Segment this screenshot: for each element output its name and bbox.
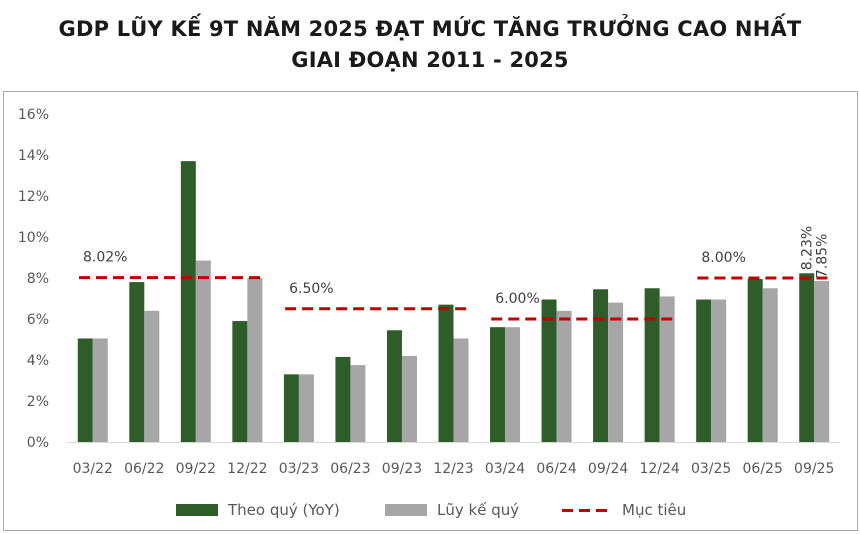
chart-frame: [3, 91, 858, 531]
bar-quarterly: [644, 288, 660, 442]
bar-cumulative: [144, 310, 160, 442]
chart-title-line-2: GIAI ĐOẠN 2011 - 2025: [291, 48, 569, 72]
y-tick-label: 8%: [27, 271, 49, 287]
y-tick-label: 0%: [27, 435, 49, 451]
data-label: 8.23%: [800, 226, 816, 270]
y-tick-label: 2%: [27, 394, 49, 410]
legend-item-target: Mục tiêu: [562, 495, 686, 525]
bar-quarterly: [77, 338, 93, 442]
x-tick-label: 09/23: [382, 461, 422, 477]
bar-quarterly: [438, 304, 454, 442]
legend-label-quarterly: Theo quý (YoY): [228, 501, 340, 519]
chart-legend: Theo quý (YoY) Lũy kế quý Mục tiêu: [0, 495, 860, 525]
bar-quarterly: [747, 279, 763, 442]
bar-cumulative: [711, 299, 727, 442]
bar-cumulative: [298, 374, 314, 442]
bar-quarterly: [541, 299, 557, 442]
x-tick-label: 03/22: [73, 461, 113, 477]
bar-cumulative: [505, 327, 521, 442]
y-tick-label: 6%: [27, 312, 49, 328]
bar-cumulative: [556, 310, 572, 442]
bar-quarterly: [490, 327, 506, 442]
bar-cumulative: [92, 338, 108, 442]
x-tick-label: 09/22: [176, 461, 216, 477]
legend-item-quarterly: Theo quý (YoY): [176, 495, 340, 525]
x-tick-label: 03/24: [485, 461, 525, 477]
y-tick-label: 12%: [18, 189, 49, 205]
target-label: 6.00%: [495, 291, 539, 307]
x-tick-label: 12/23: [433, 461, 473, 477]
target-label: 8.00%: [701, 250, 745, 266]
bar-quarterly: [696, 299, 712, 442]
bar-quarterly: [386, 330, 402, 442]
bar-quarterly: [593, 289, 609, 442]
chart-title: GDP LŨY KẾ 9T NĂM 2025 ĐẠT MỨC TĂNG TRƯỞ…: [0, 14, 860, 76]
x-tick-label: 06/23: [330, 461, 370, 477]
bar-cumulative: [401, 355, 417, 442]
bar-cumulative: [247, 278, 263, 442]
bar-quarterly: [232, 321, 248, 442]
bar-cumulative: [608, 302, 624, 442]
y-tick-label: 16%: [18, 107, 49, 123]
legend-label-cumulative: Lũy kế quý: [437, 501, 520, 519]
bar-quarterly: [283, 374, 299, 442]
x-tick-label: 03/25: [691, 461, 731, 477]
x-tick-label: 06/22: [124, 461, 164, 477]
legend-label-target: Mục tiêu: [622, 501, 687, 519]
x-tick-label: 12/22: [227, 461, 267, 477]
y-tick-label: 4%: [27, 353, 49, 369]
legend-swatch-quarterly: [176, 504, 218, 516]
bar-cumulative: [350, 365, 366, 442]
bar-quarterly: [180, 161, 196, 442]
x-tick-label: 06/25: [743, 461, 783, 477]
bar-cumulative: [453, 338, 469, 442]
x-tick-label: 09/25: [794, 461, 834, 477]
bar-quarterly: [799, 273, 815, 442]
legend-swatch-target: [562, 508, 612, 512]
bar-cumulative: [659, 296, 675, 442]
target-label: 6.50%: [289, 281, 333, 297]
bar-quarterly: [129, 282, 145, 442]
bar-cumulative: [195, 260, 211, 442]
chart-title-line-1: GDP LŨY KẾ 9T NĂM 2025 ĐẠT MỨC TĂNG TRƯỞ…: [58, 17, 802, 41]
y-tick-label: 14%: [18, 148, 49, 164]
bar-cumulative: [762, 288, 778, 442]
target-label: 8.02%: [83, 250, 127, 266]
bar-cumulative: [814, 281, 830, 442]
data-label: 7.85%: [815, 234, 831, 278]
x-tick-label: 03/23: [279, 461, 319, 477]
legend-swatch-cumulative: [385, 504, 427, 516]
x-tick-label: 09/24: [588, 461, 628, 477]
x-tick-label: 12/24: [639, 461, 679, 477]
y-tick-label: 10%: [18, 230, 49, 246]
legend-item-cumulative: Lũy kế quý: [385, 495, 519, 525]
x-tick-label: 06/24: [536, 461, 576, 477]
bar-quarterly: [335, 356, 351, 442]
